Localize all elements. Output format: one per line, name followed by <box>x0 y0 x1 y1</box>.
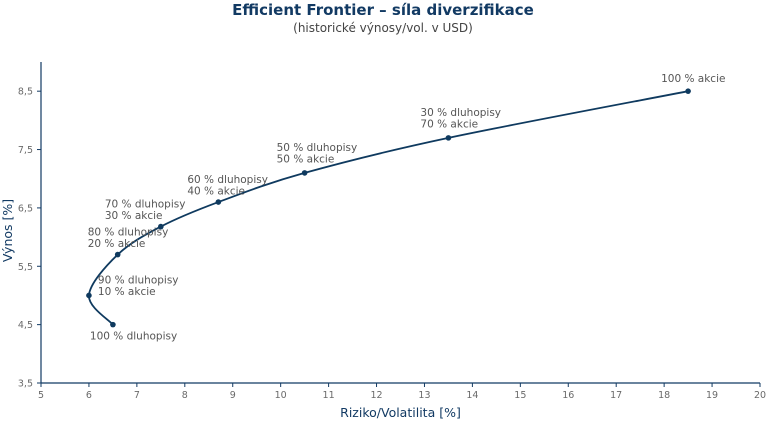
point-label: 60 % dluhopisy <box>187 174 268 186</box>
data-point <box>445 135 452 141</box>
x-tick-label: 18 <box>658 390 670 401</box>
chart-title: Efficient Frontier – síla diverzifikace <box>232 1 534 19</box>
data-point <box>685 88 691 94</box>
data-point <box>158 223 164 230</box>
data-points <box>86 88 691 328</box>
y-axis-ticks: 3,5 4,5 5,5 6,5 7,5 8,5 <box>18 87 41 390</box>
data-point <box>114 251 121 258</box>
point-label: 80 % dluhopisy <box>88 227 169 239</box>
x-tick-label: 19 <box>706 390 718 401</box>
x-axis-title: Riziko/Volatilita [%] <box>340 405 461 420</box>
point-label: 30 % dluhopisy <box>420 107 501 119</box>
y-tick-label: 8,5 <box>18 87 33 98</box>
frontier-curve <box>88 90 689 326</box>
point-label: 50 % dluhopisy <box>277 142 358 154</box>
x-tick-label: 6 <box>86 390 92 401</box>
x-tick-label: 8 <box>182 390 188 401</box>
x-tick-label: 9 <box>230 390 236 401</box>
point-label: 70 % akcie <box>420 118 478 130</box>
point-label: 30 % akcie <box>105 210 163 222</box>
x-axis-ticks: 5 6 7 8 9 10 11 12 13 14 15 16 17 18 19 20 <box>38 383 766 401</box>
x-tick-label: 10 <box>275 390 287 401</box>
point-label: 100 % akcie <box>661 73 725 85</box>
point-label: 10 % akcie <box>98 286 156 298</box>
data-point <box>301 170 308 176</box>
data-point <box>86 292 92 299</box>
y-tick-label: 7,5 <box>18 145 33 156</box>
x-tick-label: 12 <box>370 390 382 401</box>
x-tick-label: 17 <box>610 390 622 401</box>
data-point <box>215 199 222 205</box>
point-label: 50 % akcie <box>277 153 335 165</box>
x-tick-label: 16 <box>562 390 574 401</box>
x-tick-label: 20 <box>754 390 766 401</box>
point-label: 90 % dluhopisy <box>98 274 179 286</box>
y-tick-label: 5,5 <box>18 262 33 273</box>
point-label: 40 % akcie <box>187 186 245 198</box>
y-tick-label: 6,5 <box>18 203 33 214</box>
point-label: 70 % dluhopisy <box>105 199 186 211</box>
x-tick-label: 11 <box>323 390 335 401</box>
data-point <box>110 321 116 328</box>
y-tick-label: 3,5 <box>18 379 33 390</box>
x-tick-label: 14 <box>466 390 478 401</box>
y-axis-title: Výnos [%] <box>0 199 15 262</box>
x-tick-label: 13 <box>418 390 430 401</box>
axes <box>40 62 760 384</box>
x-tick-label: 7 <box>134 390 140 401</box>
y-tick-label: 4,5 <box>18 320 33 331</box>
point-label: 100 % dluhopisy <box>90 331 177 343</box>
x-tick-label: 5 <box>38 390 44 401</box>
chart-subtitle: (historické výnosy/vol. v USD) <box>293 21 473 35</box>
x-tick-label: 15 <box>514 390 526 401</box>
point-label: 20 % akcie <box>88 238 146 250</box>
